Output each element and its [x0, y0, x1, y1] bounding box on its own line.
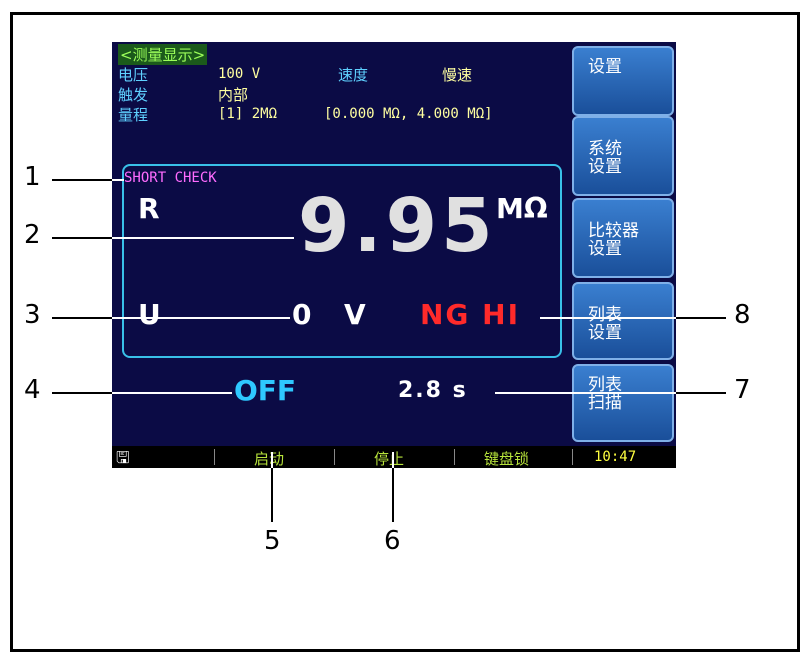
- callout-number: 6: [384, 526, 401, 556]
- callout-number: 5: [264, 526, 281, 556]
- callout-number: 2: [24, 220, 41, 250]
- page: {"screen":{"title":"<测量显示>", "params":[[…: [0, 0, 808, 628]
- callout-number: 3: [24, 300, 41, 330]
- callout-lines: [0, 0, 808, 628]
- callout-number: 1: [24, 162, 41, 192]
- callout-number: 4: [24, 375, 41, 405]
- callout-number: 8: [734, 300, 751, 330]
- callout-number: 7: [734, 375, 751, 405]
